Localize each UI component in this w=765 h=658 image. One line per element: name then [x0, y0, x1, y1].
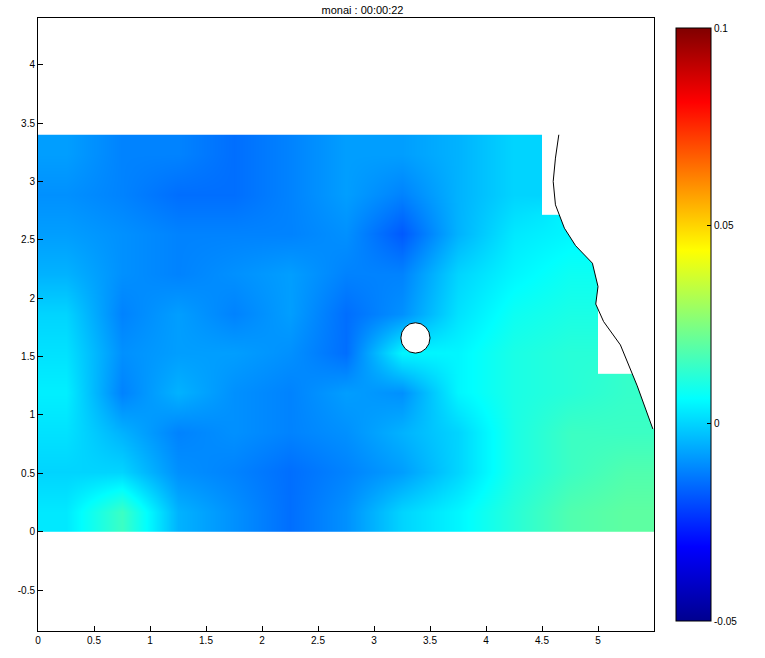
svg-text:2.5: 2.5 — [311, 635, 325, 646]
svg-text:0.1: 0.1 — [714, 23, 728, 34]
svg-text:-0.5: -0.5 — [18, 585, 36, 596]
svg-text:1: 1 — [147, 635, 153, 646]
svg-text:1.5: 1.5 — [199, 635, 213, 646]
svg-text:-0.05: -0.05 — [714, 616, 737, 627]
svg-text:3.5: 3.5 — [423, 635, 437, 646]
svg-text:monai : 00:00:22: monai : 00:00:22 — [322, 4, 404, 16]
svg-text:3.5: 3.5 — [21, 118, 35, 129]
svg-text:0.05: 0.05 — [714, 220, 734, 231]
svg-text:0.5: 0.5 — [87, 635, 101, 646]
svg-text:2: 2 — [259, 635, 265, 646]
svg-text:1: 1 — [29, 409, 35, 420]
svg-text:0: 0 — [714, 418, 720, 429]
svg-text:3: 3 — [371, 635, 377, 646]
svg-text:1.5: 1.5 — [21, 351, 35, 362]
svg-text:4: 4 — [483, 635, 489, 646]
svg-text:2: 2 — [29, 293, 35, 304]
svg-text:5: 5 — [595, 635, 601, 646]
svg-text:0: 0 — [29, 526, 35, 537]
svg-text:4.5: 4.5 — [535, 635, 549, 646]
svg-text:0: 0 — [35, 635, 41, 646]
svg-text:2.5: 2.5 — [21, 234, 35, 245]
svg-text:4: 4 — [29, 59, 35, 70]
svg-text:0.5: 0.5 — [21, 468, 35, 479]
svg-text:3: 3 — [29, 176, 35, 187]
